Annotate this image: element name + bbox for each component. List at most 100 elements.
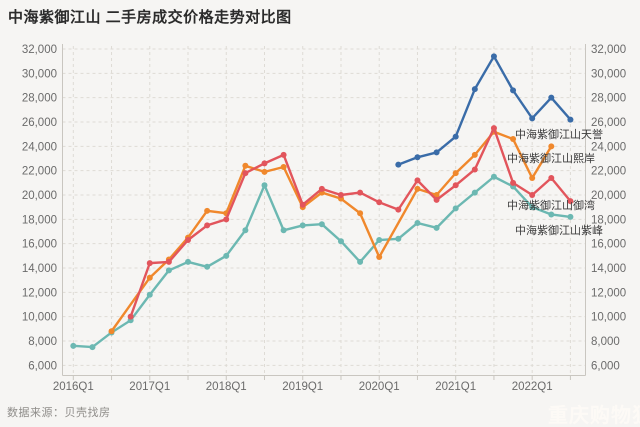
data-point [433, 192, 440, 198]
data-point [452, 133, 459, 140]
data-point [318, 185, 325, 192]
y-axis-tick-label-right: 8,000 [591, 336, 620, 348]
data-point [299, 201, 306, 208]
data-point [242, 162, 249, 169]
y-axis-tick-label-right: 12,000 [591, 287, 626, 299]
data-point [376, 254, 383, 261]
y-axis-tick-label-left: 20,000 [22, 190, 57, 202]
data-point [567, 213, 574, 220]
data-point [471, 189, 478, 196]
data-point [414, 177, 421, 184]
data-point [395, 206, 402, 213]
data-point [204, 207, 211, 214]
data-point [261, 182, 268, 189]
y-axis-tick-label-left: 28,000 [22, 93, 57, 105]
data-point [510, 179, 517, 186]
x-axis-tick-label: 2020Q1 [359, 381, 400, 393]
x-axis-tick-label: 2017Q1 [129, 381, 170, 393]
data-point [280, 164, 287, 171]
data-point [452, 170, 459, 177]
data-point [242, 170, 249, 177]
data-point [414, 219, 421, 226]
data-point [357, 189, 364, 196]
data-point [165, 258, 172, 265]
data-point [433, 224, 440, 231]
data-point [490, 173, 497, 180]
x-axis-tick-label: 2022Q1 [512, 381, 553, 393]
series-line [397, 55, 572, 166]
data-point [548, 174, 555, 181]
y-axis-tick-label-right: 22,000 [591, 166, 626, 178]
y-axis-tick-label-left: 12,000 [22, 287, 57, 299]
data-point [376, 237, 383, 244]
data-point [376, 199, 383, 206]
y-axis-tick-label-left: 8,000 [28, 336, 57, 348]
y-axis-tick-label-left: 6,000 [28, 360, 57, 372]
data-point [529, 204, 536, 211]
data-point [108, 328, 115, 335]
data-point [433, 149, 440, 156]
data-point [261, 168, 268, 175]
y-axis-tick-label-right: 26,000 [591, 117, 626, 129]
series-label: 中海紫御江山天誉 [515, 127, 603, 141]
data-point [490, 53, 497, 60]
data-point [242, 227, 249, 234]
y-axis-tick-label-right: 32,000 [591, 44, 626, 56]
y-axis-tick-label-right: 16,000 [591, 239, 626, 251]
data-point [529, 115, 536, 122]
data-point [471, 151, 478, 158]
chart-title: 中海紫御江山 二手房成交价格走势对比图 [8, 9, 292, 26]
watermark-text: 重庆购物狂 [548, 405, 640, 427]
data-point [223, 216, 230, 223]
data-point [280, 151, 287, 158]
y-axis-tick-label-right: 18,000 [591, 214, 626, 226]
data-point [70, 342, 77, 349]
y-axis-tick-label-right: 6,000 [591, 360, 620, 372]
y-axis-tick-label-right: 10,000 [591, 312, 626, 324]
data-point [471, 86, 478, 93]
data-point [548, 211, 555, 218]
y-axis-tick-label-right: 24,000 [591, 141, 626, 153]
series-label: 中海紫御江山御湾 [507, 198, 595, 212]
data-point [299, 222, 306, 229]
y-axis-tick-label-left: 30,000 [22, 68, 57, 80]
y-axis-tick-label-right: 30,000 [591, 68, 626, 80]
data-point [471, 166, 478, 173]
data-point [185, 258, 192, 265]
data-point [567, 198, 574, 205]
y-axis-tick-label-left: 22,000 [22, 166, 57, 178]
x-axis-tick-label: 2019Q1 [282, 381, 323, 393]
y-axis-tick-label-left: 14,000 [22, 263, 57, 275]
data-point [548, 143, 555, 150]
data-point [337, 192, 344, 198]
y-axis-tick-label-left: 10,000 [22, 312, 57, 324]
series-line [110, 130, 553, 333]
data-point [529, 192, 536, 198]
data-point [395, 235, 402, 242]
series-label: 中海紫御江山紫峰 [515, 223, 603, 237]
data-point [146, 260, 153, 267]
x-axis-tick-label: 2018Q1 [206, 381, 247, 393]
data-point [261, 160, 268, 167]
data-point [414, 185, 421, 192]
data-point [452, 205, 459, 212]
x-axis-tick-label: 2021Q1 [435, 381, 476, 393]
y-axis-tick-label-right: 20,000 [591, 190, 626, 202]
data-point [548, 94, 555, 101]
data-point [127, 313, 134, 320]
y-axis-tick-label-right: 28,000 [591, 93, 626, 105]
data-point [318, 221, 325, 228]
data-point [452, 182, 459, 189]
data-point [414, 154, 421, 161]
data-point [510, 87, 517, 94]
y-axis-tick-label-left: 26,000 [22, 117, 57, 129]
y-axis-tick-label-left: 16,000 [22, 239, 57, 251]
data-point [89, 344, 96, 351]
data-point [510, 136, 517, 143]
data-point [490, 125, 497, 132]
data-source-note: 数据来源：贝壳找房 [7, 407, 111, 419]
series-line [129, 126, 572, 318]
data-point [204, 222, 211, 229]
data-point [433, 196, 440, 203]
